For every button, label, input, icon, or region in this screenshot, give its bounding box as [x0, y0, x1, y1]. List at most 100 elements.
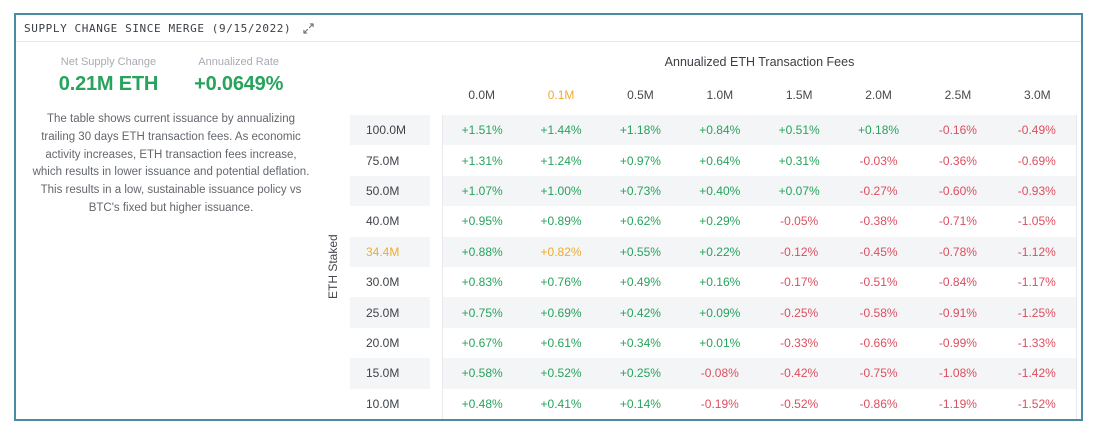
staked-row-label: 15.0M: [350, 358, 430, 389]
fee-cell: +0.29%: [699, 214, 741, 229]
fee-cell: +1.44%: [521, 115, 601, 146]
annualized-rate-label: Annualized Rate: [198, 56, 280, 68]
fee-cell: +1.18%: [600, 115, 681, 146]
fee-cell: +0.18%: [838, 115, 919, 146]
fee-cell: -1.42%: [997, 358, 1077, 389]
staked-row-label: 100.0M: [350, 115, 430, 146]
fee-cell: -0.60%: [918, 175, 998, 207]
fee-cell: +0.01%: [699, 335, 741, 350]
fee-cell: -0.71%: [938, 214, 977, 229]
staked-row-label: 10.0M: [366, 396, 400, 411]
staked-row-label: 20.0M: [366, 335, 400, 350]
fee-cell: +0.48%: [442, 388, 521, 419]
fee-cell: -0.25%: [759, 297, 839, 328]
fee-cell: -1.05%: [998, 206, 1077, 237]
fee-cell: +0.40%: [680, 175, 760, 207]
fee-cell: +0.67%: [442, 327, 521, 359]
fee-cell: -1.19%: [938, 396, 977, 411]
net-supply-change-value: 0.21M ETH: [58, 73, 159, 95]
fee-cell: -0.52%: [780, 396, 819, 411]
fee-cell: -0.49%: [997, 115, 1077, 146]
fee-cell: -0.86%: [859, 396, 898, 411]
fee-cell: +0.25%: [600, 358, 681, 389]
fee-cell: +0.61%: [540, 335, 582, 350]
fee-cell: -1.33%: [998, 327, 1077, 359]
fee-cell: -1.52%: [998, 388, 1077, 419]
fee-cell: +1.00%: [521, 175, 601, 207]
fee-cell: +0.52%: [521, 358, 601, 389]
fee-cell: -0.05%: [780, 214, 819, 229]
fee-cell: -0.66%: [859, 335, 898, 350]
fee-cell: +1.31%: [442, 145, 521, 176]
fee-cell: -0.08%: [680, 358, 760, 389]
fee-cell: +0.84%: [680, 115, 760, 146]
staked-row-label: 30.0M: [366, 275, 400, 290]
fee-cell: -0.93%: [997, 175, 1077, 207]
fee-cell: -0.42%: [759, 358, 839, 389]
fee-cell: -0.19%: [700, 396, 739, 411]
fee-cell: -0.12%: [759, 236, 839, 267]
summary-stats: Net Supply Change 0.21M ETH Annualized R…: [32, 56, 310, 96]
fee-cell: +0.07%: [759, 175, 839, 207]
fee-column-header: 3.0M: [1023, 87, 1051, 102]
net-supply-change-stat: Net Supply Change 0.21M ETH: [58, 56, 159, 96]
annualized-rate-value: +0.0649%: [194, 73, 284, 95]
fee-cell: +0.41%: [540, 396, 582, 411]
fee-cell: -0.03%: [859, 153, 898, 168]
fee-cell: -1.25%: [997, 297, 1077, 328]
fee-cell: +0.16%: [699, 275, 741, 290]
fee-column-header: 0.0M: [468, 87, 496, 102]
fee-cell: +0.88%: [442, 236, 522, 267]
fee-column-header: 1.0M: [706, 87, 734, 102]
staked-row-label: 50.0M: [350, 175, 430, 207]
fee-cell: +0.22%: [680, 236, 760, 267]
fee-cell: -0.84%: [938, 275, 977, 290]
fee-column-header: 0.1M: [547, 87, 575, 102]
fee-column-header: 2.5M: [944, 87, 972, 102]
panel-body: Net Supply Change 0.21M ETH Annualized R…: [16, 42, 1081, 419]
fee-column-header: 2.0M: [865, 87, 892, 102]
fee-cell: -1.12%: [997, 236, 1077, 267]
net-supply-change-label: Net Supply Change: [60, 56, 157, 68]
fee-cell: +0.62%: [619, 214, 661, 229]
fee-cell: -0.51%: [859, 275, 898, 290]
panel-description: The table shows current issuance by annu…: [32, 113, 310, 215]
fee-cell: -0.27%: [838, 175, 919, 207]
staked-row-label: 75.0M: [366, 153, 400, 168]
fee-cell: +0.58%: [442, 358, 522, 389]
fee-column-header: 1.5M: [785, 87, 813, 102]
fee-cell: -0.78%: [918, 236, 998, 267]
fee-column-header: 0.5M: [627, 87, 654, 102]
fee-cell: +0.75%: [442, 297, 522, 328]
fee-cell: -0.99%: [938, 335, 977, 350]
fee-cell: +1.07%: [442, 175, 522, 207]
fee-cell: +0.89%: [540, 214, 582, 229]
fee-cell: -0.38%: [859, 214, 898, 229]
fee-cell: -1.17%: [998, 266, 1077, 298]
fee-cell: -0.69%: [998, 145, 1077, 176]
fee-cell: +0.51%: [759, 115, 839, 146]
fee-cell: +1.51%: [442, 115, 522, 146]
fee-cell: -1.08%: [918, 358, 998, 389]
staked-row-label: 34.4M: [350, 236, 430, 267]
fees-axis-title: Annualized ETH Transaction Fees: [664, 55, 855, 69]
staked-row-label: 40.0M: [366, 214, 400, 229]
staked-row-label: 25.0M: [350, 297, 430, 328]
fee-cell: -0.91%: [918, 297, 998, 328]
fee-cell: +0.55%: [600, 236, 681, 267]
fee-cell: +0.76%: [540, 275, 582, 290]
fee-cell: +0.49%: [619, 275, 661, 290]
fee-cell: -0.16%: [918, 115, 998, 146]
fee-cell: +0.95%: [442, 206, 521, 237]
fee-cell: -0.45%: [838, 236, 919, 267]
fee-cell: +0.09%: [680, 297, 760, 328]
collapse-button[interactable]: [301, 21, 316, 36]
annualized-rate-stat: Annualized Rate +0.0649%: [194, 56, 283, 96]
fee-cell: -0.17%: [780, 275, 819, 290]
fee-cell: -0.58%: [838, 297, 919, 328]
fee-cell: +0.31%: [778, 153, 820, 168]
supply-change-panel: SUPPLY CHANGE SINCE MERGE (9/15/2022) Ne…: [14, 13, 1083, 421]
fee-cell: +0.83%: [442, 266, 521, 298]
fee-cell: +0.42%: [600, 297, 681, 328]
fees-table: Annualized ETH Transaction Fees ETH Stak…: [316, 42, 1081, 419]
